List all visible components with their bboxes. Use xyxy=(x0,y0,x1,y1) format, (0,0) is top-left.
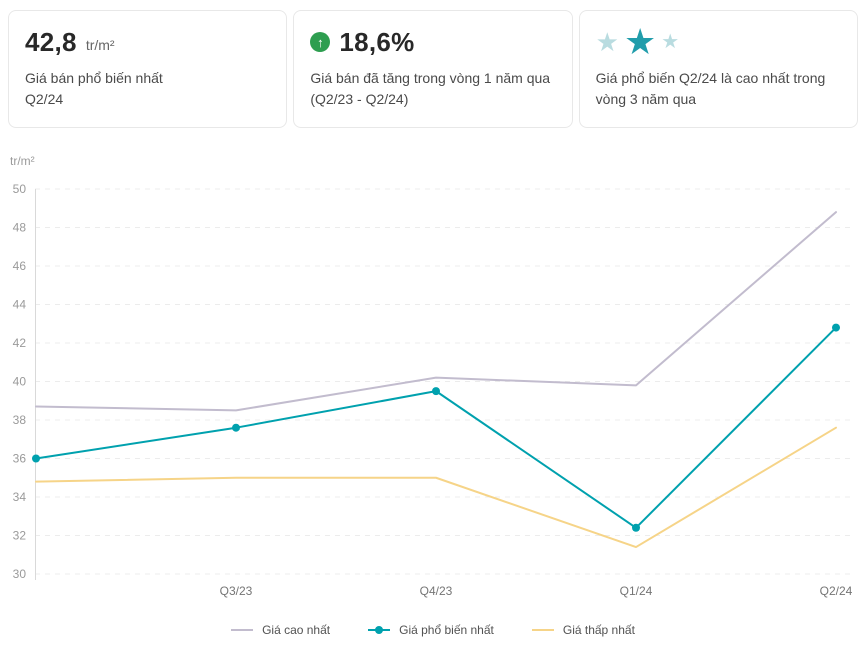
svg-text:Q4/23: Q4/23 xyxy=(420,584,453,598)
svg-text:Q3/23: Q3/23 xyxy=(220,584,253,598)
svg-text:44: 44 xyxy=(13,298,27,312)
y-axis-unit-label: tr/m² xyxy=(10,154,35,168)
legend-line-swatch xyxy=(531,629,554,631)
common-price-value: 42,8 xyxy=(25,26,77,57)
legend-label: Giá cao nhất xyxy=(262,623,331,637)
svg-text:48: 48 xyxy=(13,221,27,235)
legend-line-swatch xyxy=(231,629,254,631)
star-icon: ★ xyxy=(595,27,619,57)
rating-label: Giá phổ biến Q2/24 là cao nhất trong vòn… xyxy=(595,70,826,107)
common-price-label: Giá bán phổ biến nhất Q2/24 xyxy=(25,70,163,107)
legend-label: Giá thấp nhất xyxy=(562,623,635,637)
svg-text:42: 42 xyxy=(13,336,27,350)
legend-item-highest-price[interactable]: Giá cao nhất xyxy=(231,623,330,637)
stat-card-common-price: 42,8 tr/m² Giá bán phổ biến nhất Q2/24 xyxy=(8,10,288,128)
stat-value-row: 42,8 tr/m² xyxy=(25,24,270,60)
trend-label: Giá bán đã tăng trong vòng 1 năm qua (Q2… xyxy=(310,70,551,107)
up-arrow-icon: ↑ xyxy=(310,32,331,52)
common-price-unit: tr/m² xyxy=(85,37,115,53)
star-icon: ★ xyxy=(623,21,657,62)
legend-line-dot-swatch xyxy=(368,626,391,634)
stat-cards-row: 42,8 tr/m² Giá bán phổ biến nhất Q2/24 ↑… xyxy=(0,0,866,128)
svg-text:34: 34 xyxy=(13,490,27,504)
svg-text:40: 40 xyxy=(13,375,27,389)
star-rating: ★ ★ ★ xyxy=(596,24,841,60)
price-history-chart: tr/m² 50 48 46 44 42 40 38 36 34 32 30 Q3/23 Q4/23 Q1… xyxy=(0,154,866,609)
star-icon: ★ xyxy=(661,31,680,53)
legend-label: Giá phổ biến nhất xyxy=(399,623,494,637)
stat-card-rating: ★ ★ ★ Giá phổ biến Q2/24 là cao nhất tro… xyxy=(578,10,858,128)
line-chart-canvas: 50 48 46 44 42 40 38 36 34 32 30 Q3/23 Q4/23 Q1/24 Q2/… xyxy=(13,182,853,598)
svg-text:Q2/24: Q2/24 xyxy=(820,584,853,598)
legend-item-common-price[interactable]: Giá phổ biến nhất xyxy=(368,623,494,637)
svg-text:38: 38 xyxy=(13,413,27,427)
svg-text:50: 50 xyxy=(13,182,27,196)
trend-percent-value: 18,6% xyxy=(339,26,415,57)
stat-value-row: ↑ 18,6% xyxy=(310,24,555,60)
legend-item-lowest-price[interactable]: Giá thấp nhất xyxy=(531,623,635,637)
svg-text:30: 30 xyxy=(13,567,27,581)
stat-card-trend: ↑ 18,6% Giá bán đã tăng trong vòng 1 năm… xyxy=(293,10,573,128)
svg-text:Q1/24: Q1/24 xyxy=(620,584,653,598)
svg-text:36: 36 xyxy=(13,452,27,466)
chart-legend: Giá cao nhất Giá phổ biến nhất Giá thấp … xyxy=(0,623,866,637)
svg-text:46: 46 xyxy=(13,259,27,273)
svg-text:32: 32 xyxy=(13,529,27,543)
